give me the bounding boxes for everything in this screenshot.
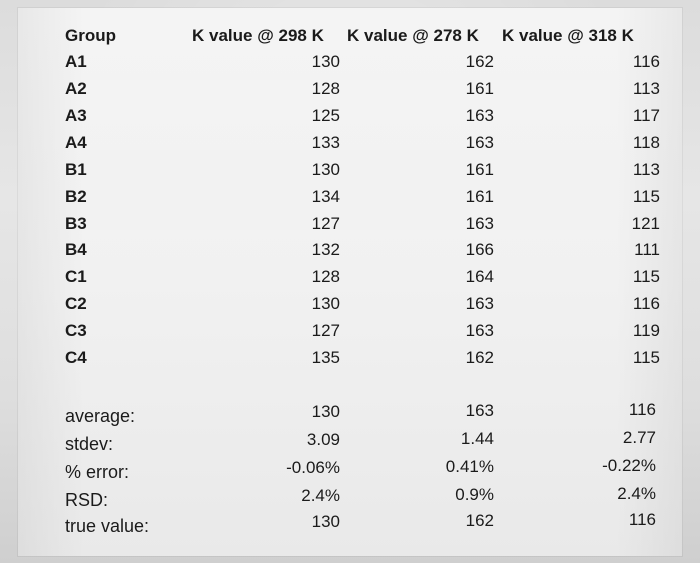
summary-error-k318: -0.22%: [602, 456, 656, 475]
summary-stdev-k298: 3.09: [306, 430, 340, 449]
summary-label-stdev: stdev:: [65, 434, 114, 454]
row-group-label: B3: [65, 214, 87, 233]
spreadsheet-printout: Group K value @ 298 K K value @ 278 K K …: [18, 8, 682, 556]
row-k318: 118: [632, 133, 660, 152]
row-k278: 161: [465, 187, 494, 206]
row-k278: 163: [465, 294, 494, 313]
summary-error-k298: -0.06%: [286, 458, 340, 477]
summary-stdev-k318: 2.77: [622, 428, 656, 447]
row-k318: 113: [632, 79, 660, 98]
row-group-label: A4: [65, 133, 87, 152]
summary-rsd-k318: 2.4%: [617, 484, 656, 503]
row-k278: 164: [465, 267, 494, 286]
row-k318: 121: [631, 214, 660, 233]
row-group-label: B2: [65, 187, 87, 206]
row-k278: 162: [465, 52, 494, 71]
row-k278: 163: [465, 321, 494, 340]
row-k318: 113: [632, 160, 660, 179]
row-k318: 115: [632, 348, 660, 367]
summary-average-k278: 163: [465, 401, 494, 420]
row-group-label: A2: [65, 79, 87, 98]
header-k-318: K value @ 318 K: [502, 26, 634, 45]
summary-error-k278: 0.41%: [445, 457, 494, 476]
row-k318: 115: [632, 187, 660, 206]
summary-label-rsd: RSD:: [65, 490, 109, 510]
row-k318: 115: [632, 267, 660, 286]
row-k318: 116: [632, 52, 660, 71]
summary-true-k318: 116: [628, 510, 656, 529]
row-k278: 163: [465, 214, 494, 233]
row-k298: 135: [311, 348, 340, 367]
header-k-278: K value @ 278 K: [347, 26, 479, 45]
header-group: Group: [65, 26, 116, 45]
row-k278: 161: [465, 79, 494, 98]
row-k298: 134: [311, 187, 340, 206]
row-group-label: A3: [65, 106, 87, 125]
summary-average-k298: 130: [311, 402, 340, 421]
row-k278: 161: [465, 160, 494, 179]
row-group-label: C1: [65, 267, 87, 286]
row-k298: 130: [311, 294, 340, 313]
row-k298: 125: [311, 106, 340, 125]
summary-stdev-k278: 1.44: [460, 429, 494, 448]
row-k278: 162: [465, 348, 494, 367]
row-group-label: B1: [65, 160, 87, 179]
summary-true-k278: 162: [465, 511, 494, 530]
row-k318: 119: [632, 321, 660, 340]
row-group-label: C3: [65, 321, 87, 340]
row-group-label: B4: [65, 240, 87, 259]
row-k278: 166: [465, 240, 494, 259]
row-group-label: A1: [65, 52, 87, 71]
row-k298: 130: [311, 52, 340, 71]
row-k278: 163: [465, 133, 494, 152]
summary-label-error: % error:: [65, 462, 130, 482]
summary-label-true-value: true value:: [65, 516, 150, 536]
row-k318: 111: [634, 240, 660, 259]
row-k318: 117: [632, 106, 660, 125]
row-k298: 127: [311, 321, 340, 340]
row-k298: 133: [311, 133, 340, 152]
row-k298: 130: [311, 160, 340, 179]
summary-true-k298: 130: [311, 512, 340, 531]
row-k298: 127: [311, 214, 340, 233]
row-k298: 128: [311, 267, 340, 286]
row-k318: 116: [632, 294, 660, 313]
summary-rsd-k298: 2.4%: [301, 486, 340, 505]
header-k-298: K value @ 298 K: [192, 26, 324, 45]
row-k298: 132: [311, 240, 340, 259]
summary-rsd-k278: 0.9%: [455, 485, 494, 504]
summary-average-k318: 116: [628, 400, 656, 419]
summary-label-average: average:: [65, 406, 136, 426]
row-k298: 128: [311, 79, 340, 98]
row-group-label: C2: [65, 294, 87, 313]
row-k278: 163: [465, 106, 494, 125]
row-group-label: C4: [65, 348, 87, 367]
